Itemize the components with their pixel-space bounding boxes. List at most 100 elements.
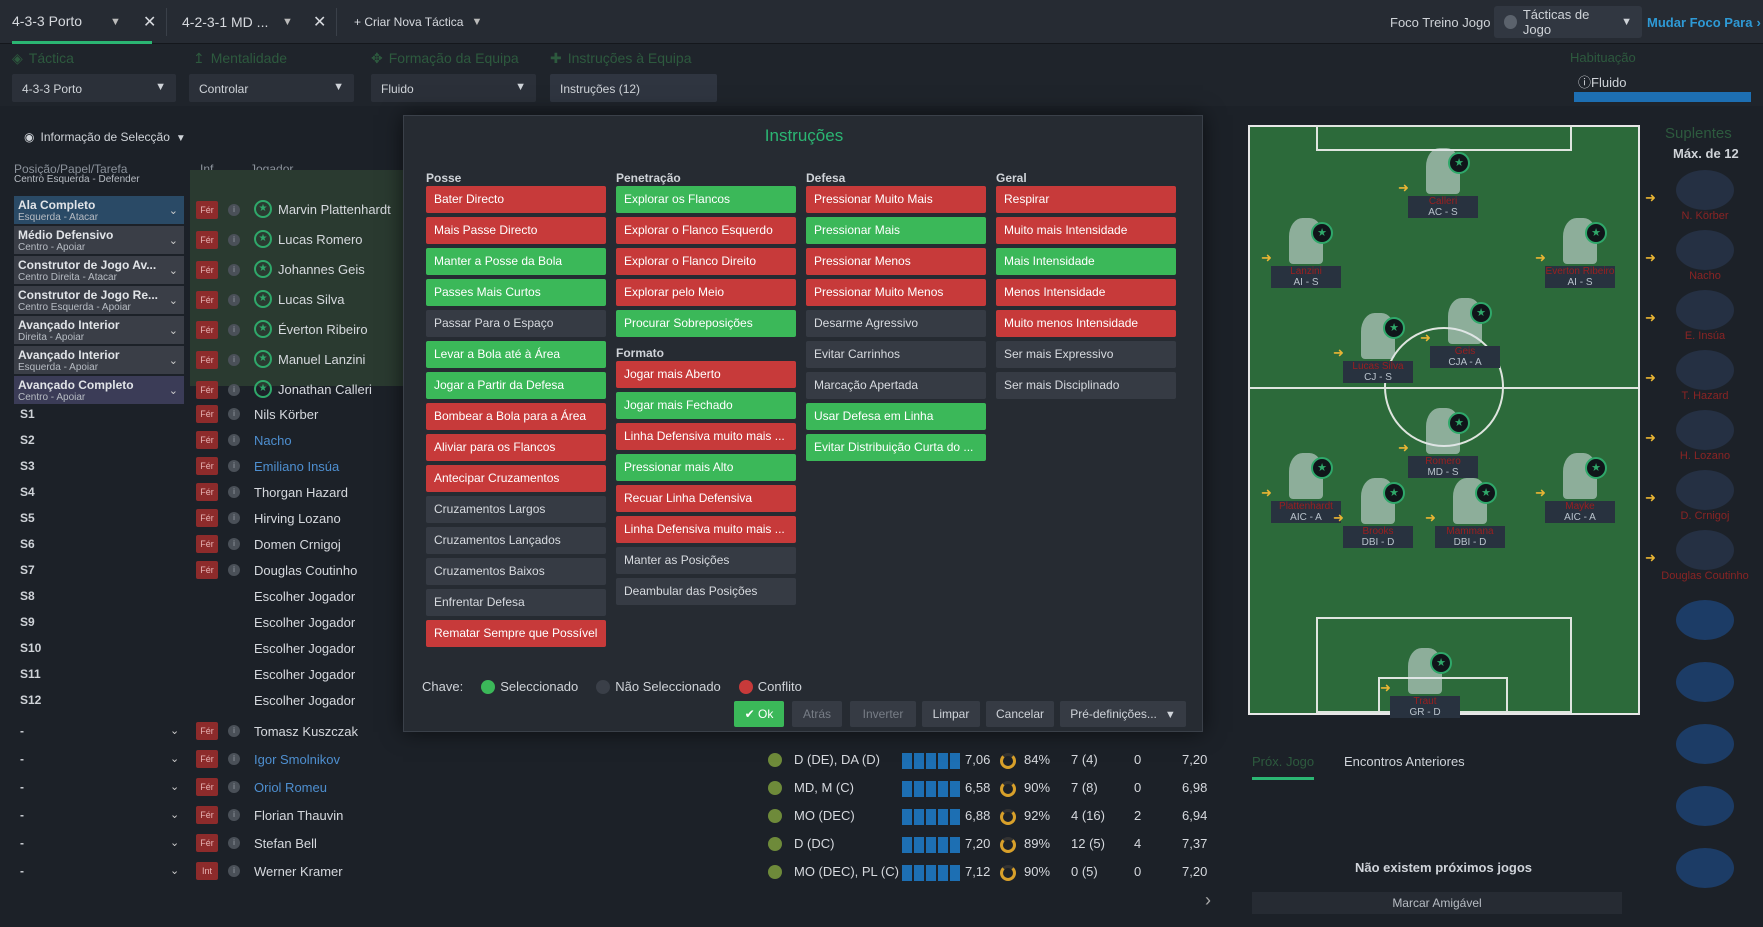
instruction-button[interactable]: Desarme Agressivo [806, 310, 986, 337]
player-name[interactable]: Lucas Silva [278, 292, 345, 307]
player-name[interactable]: Escolher Jogador [254, 615, 356, 630]
player-name[interactable]: Werner Kramer [254, 864, 343, 879]
player-name[interactable]: Éverton Ribeiro [278, 322, 368, 337]
info-icon[interactable]: i [228, 781, 240, 793]
instruction-button[interactable]: Pressionar Menos [806, 248, 986, 275]
info-icon[interactable]: i [228, 408, 240, 420]
chevron-down-icon[interactable]: ⌄ [168, 235, 178, 247]
player-name[interactable]: Jonathan Calleri [278, 382, 372, 397]
instruction-button[interactable]: Jogar mais Fechado [616, 392, 796, 419]
info-icon[interactable]: i [228, 294, 240, 306]
info-icon[interactable]: i [228, 538, 240, 550]
player-name[interactable]: Stefan Bell [254, 836, 317, 851]
instruction-button[interactable]: Procurar Sobreposições [616, 310, 796, 337]
instruction-button[interactable]: Cruzamentos Baixos [426, 558, 606, 585]
instruction-button[interactable]: Ser mais Expressivo [996, 341, 1176, 368]
instruction-button[interactable]: Linha Defensiva muito mais ... [616, 516, 796, 543]
chevron-down-icon[interactable]: ⌄ [170, 725, 180, 737]
cancel-button[interactable]: Cancelar [986, 701, 1054, 727]
instruction-button[interactable]: Menos Intensidade [996, 279, 1176, 306]
sub-shirt[interactable] [1676, 410, 1734, 450]
player-name[interactable]: Tomasz Kuszczak [254, 724, 359, 739]
instruction-button[interactable]: Pressionar Muito Menos [806, 279, 986, 306]
instruction-button[interactable]: Respirar [996, 186, 1176, 213]
match-tactics-dropdown[interactable]: Tácticas de Jogo ▼ [1494, 6, 1642, 38]
info-icon[interactable]: i [228, 234, 240, 246]
player-name[interactable]: Thorgan Hazard [254, 485, 348, 500]
instruction-button[interactable]: Linha Defensiva muito mais ... [616, 423, 796, 450]
info-icon[interactable]: i [228, 264, 240, 276]
chevron-down-icon[interactable]: ⌄ [168, 385, 178, 397]
chevron-right-icon[interactable]: › [1205, 890, 1211, 910]
role-row[interactable]: Avançado Interior Direita - Apoiar ⌄ [14, 316, 184, 344]
info-icon[interactable]: i [228, 384, 240, 396]
player-name[interactable]: Johannes Geis [278, 262, 365, 277]
info-icon[interactable]: i [228, 204, 240, 216]
instruction-button[interactable]: Aliviar para os Flancos [426, 434, 606, 461]
player-name[interactable]: Nacho [254, 433, 292, 448]
instruction-button[interactable]: Explorar o Flanco Esquerdo [616, 217, 796, 244]
role-row[interactable]: Ala Completo Esquerda - Atacar ⌄ [14, 196, 184, 224]
instruction-button[interactable]: Levar a Bola até à Área [426, 341, 606, 368]
info-icon[interactable]: i [228, 512, 240, 524]
player-name[interactable]: Marvin Plattenhardt [278, 202, 391, 217]
info-icon[interactable]: i [228, 354, 240, 366]
player-name[interactable]: Manuel Lanzini [278, 352, 366, 367]
instruction-button[interactable]: Passar Para o Espaço [426, 310, 606, 337]
chevron-down-icon[interactable]: ⌄ [170, 753, 180, 765]
player-name[interactable]: Domen Crnigoj [254, 537, 341, 552]
new-tactic-button[interactable]: + Criar Nova Táctica ▼ [354, 0, 482, 44]
role-row[interactable]: Avançado Interior Esquerda - Apoiar ⌄ [14, 346, 184, 374]
player-name[interactable]: Hirving Lozano [254, 511, 341, 526]
schedule-friendly-button[interactable]: Marcar Amigável [1252, 892, 1622, 914]
instruction-button[interactable]: Pressionar Muito Mais [806, 186, 986, 213]
instruction-button[interactable]: Evitar Carrinhos [806, 341, 986, 368]
presets-dropdown[interactable]: Pré-definições... ▼ [1060, 701, 1186, 727]
player-name[interactable]: Escolher Jogador [254, 641, 356, 656]
info-selection-dropdown[interactable]: ◉ Informação de Selecção ▼ [12, 130, 186, 144]
invert-button[interactable]: Inverter [850, 701, 916, 727]
chevron-down-icon[interactable]: ⌄ [168, 295, 178, 307]
mentality-select[interactable]: Controlar ▼ [189, 74, 354, 102]
chevron-down-icon[interactable]: ⌄ [168, 205, 178, 217]
info-icon[interactable]: i [228, 434, 240, 446]
instruction-button[interactable]: Marcação Apertada [806, 372, 986, 399]
instruction-button[interactable]: Jogar mais Aberto [616, 361, 796, 388]
info-icon[interactable]: i [228, 564, 240, 576]
chevron-down-icon[interactable]: ▼ [282, 16, 293, 28]
instruction-button[interactable]: Jogar a Partir da Defesa [426, 372, 606, 399]
info-icon[interactable]: i [228, 725, 240, 737]
instruction-button[interactable]: Deambular das Posições [616, 578, 796, 605]
instruction-button[interactable]: Bombear a Bola para a Área [426, 403, 606, 430]
info-icon[interactable]: i [228, 324, 240, 336]
team-instructions-button[interactable]: Instruções (12) [550, 74, 717, 102]
player-name[interactable]: Nils Körber [254, 407, 319, 422]
role-row[interactable]: Construtor de Jogo Av... Centro Direita -… [14, 256, 184, 284]
role-row[interactable]: Médio Defensivo Centro - Apoiar ⌄ [14, 226, 184, 254]
tab-tactic-1[interactable]: 4-3-3 Porto [12, 0, 152, 44]
tab-tactic-2[interactable]: 4-2-3-1 MD ... [182, 0, 268, 44]
instruction-button[interactable]: Explorar o Flanco Direito [616, 248, 796, 275]
info-icon[interactable]: i [228, 486, 240, 498]
player-name[interactable]: Igor Smolnikov [254, 752, 340, 767]
role-row[interactable]: Construtor de Jogo Re... Centro Esquerda … [14, 286, 184, 314]
sub-shirt[interactable] [1676, 530, 1734, 570]
instruction-button[interactable]: Cruzamentos Largos [426, 496, 606, 523]
player-name[interactable]: Escolher Jogador [254, 667, 356, 682]
column-header-position[interactable]: Posição/Papel/Tarefa [14, 162, 128, 176]
player-name[interactable]: Florian Thauvin [254, 808, 344, 823]
instruction-button[interactable]: Evitar Distribuição Curta do ... [806, 434, 986, 461]
change-focus-button[interactable]: Mudar Foco Para › [1647, 0, 1761, 44]
instruction-button[interactable]: Manter a Posse da Bola [426, 248, 606, 275]
close-icon[interactable]: ✕ [143, 14, 157, 31]
back-button[interactable]: Atrás [792, 701, 842, 727]
chevron-down-icon[interactable]: ▼ [110, 16, 121, 28]
sub-shirt[interactable] [1676, 230, 1734, 270]
instruction-button[interactable]: Passes Mais Curtos [426, 279, 606, 306]
chevron-down-icon[interactable]: ⌄ [168, 325, 178, 337]
clear-button[interactable]: Limpar [922, 701, 980, 727]
sub-shirt[interactable] [1676, 470, 1734, 510]
instruction-button[interactable]: Muito mais Intensidade [996, 217, 1176, 244]
player-name[interactable]: Emiliano Insúa [254, 459, 340, 474]
instruction-button[interactable]: Manter as Posições [616, 547, 796, 574]
